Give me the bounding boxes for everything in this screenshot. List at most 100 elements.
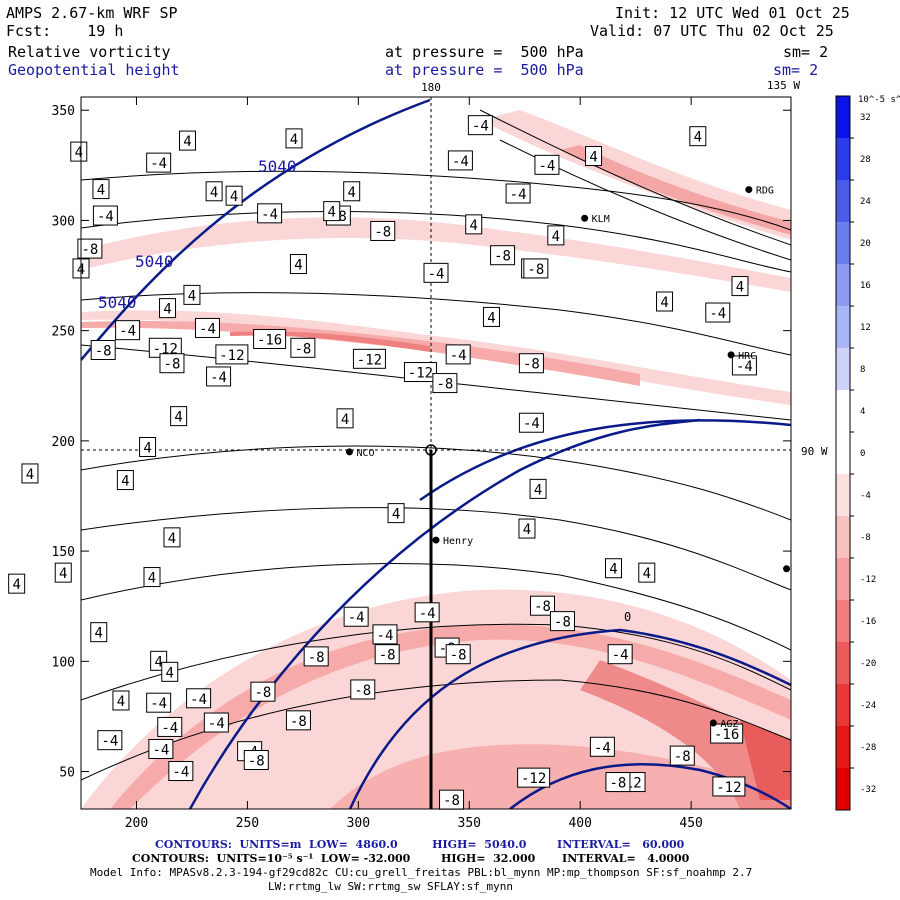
colorbar: 32 28 24 20 16 12 8 4 0 -4 -8 -12 -16 -20 -24 -28 -32 10^… [835,95,900,811]
svg-text:-8: -8 [294,341,311,357]
contour-label-72: -8 [303,646,329,667]
station-dot-0 [745,186,753,194]
svg-text:-4: -4 [377,628,394,644]
colorbar-swatch-0 [836,96,850,139]
stations: RDG KLM HRC NCO Henry AGZ [345,186,791,730]
contour-label-77: -8 [250,681,276,702]
colorbar-swatch-16 [836,768,850,811]
contour-label-89: -4 [589,736,615,757]
svg-text:-8: -8 [290,714,307,730]
contour-label-90: -16 [710,723,744,744]
svg-text:-12: -12 [716,780,741,796]
svg-text:-4: -4 [612,648,629,664]
contour-label-6: -4 [257,203,283,224]
contour-label-28: -4 [423,262,449,283]
contour-label-45: -8 [159,353,185,374]
colorbar-tick-0: 32 [860,113,871,123]
svg-text:4: 4 [117,694,125,710]
svg-text:-4: -4 [419,606,436,622]
colorbar-tick-4: 16 [860,281,871,291]
svg-text:-4: -4 [97,209,114,225]
colorbar-swatch-10 [836,516,850,559]
svg-text:-4: -4 [450,348,467,364]
colorbar-tick-7: 4 [860,407,865,417]
colorbar-swatch-1 [836,138,850,181]
contour-label-19: -8 [490,245,516,266]
contour-label-39: -12 [352,348,386,369]
station-dot-3 [345,448,353,456]
valid-time: Valid: 07 UTC Thu 02 Oct 25 [590,22,834,40]
svg-text:-8: -8 [436,377,453,393]
svg-text:4: 4 [660,295,668,311]
contour-label-50: 4 [336,408,354,429]
colorbar-swatch-7 [836,390,850,433]
contour-label-81: -4 [146,692,172,713]
colorbar-swatch-4 [836,264,850,307]
colorbar-unit: 10^-5 s^-1 [858,95,900,105]
station-label-0: RDG [756,186,774,197]
svg-text:-12: -12 [408,366,433,382]
svg-text:4: 4 [188,288,196,304]
svg-text:4: 4 [166,665,174,681]
smooth-vorticity: sm= 2 [783,43,829,61]
svg-text:4: 4 [148,571,156,587]
svg-text:-8: -8 [534,599,551,615]
contour-label-59: 4 [143,567,161,588]
svg-text:4: 4 [552,229,560,245]
contour-label-33: -4 [194,317,220,338]
svg-text:4: 4 [694,130,702,146]
svg-text:4: 4 [95,626,103,642]
svg-text:-8: -8 [523,357,540,373]
contour-label-85: -4 [157,716,183,737]
contour-label-68: -4 [372,624,398,645]
svg-text:-12: -12 [521,771,546,787]
contour-labels: 4 4 4 -4 4 4 -4 -4 -8 -8 4 4 4 4 -4 4 -4 4 -4 -8 -8 4 -4 -4 -8 4 4… [8,115,757,810]
svg-text:4: 4 [392,507,400,523]
height-labels: 5040 5040 5040 0 [98,157,631,624]
svg-text:-16: -16 [257,332,282,348]
footer-height-contours: CONTOURS: UNITS=m LOW= 4860.0 HIGH= 5040… [155,838,685,851]
contour-label-53: 4 [529,478,547,499]
svg-text:-4: -4 [709,306,726,322]
contour-label-95: -4 [168,761,194,782]
station-label-3: NCO [356,448,374,459]
y-tick-label-5: 300 [52,214,75,229]
colorbar-tick-3: 20 [860,239,871,249]
contour-label-82: 4 [112,690,130,711]
station-label-1: KLM [592,214,610,225]
contour-label-12: 4 [323,201,341,222]
svg-text:-4: -4 [101,734,118,750]
y-tick-label-0: 50 [59,766,75,781]
axes: 200 250 300 350 400 450 50 100 150 200 250 300 350 18… [52,79,828,831]
svg-text:4: 4 [487,310,495,326]
footer-model-info: Model Info: MPASv8.2.3-194-gf29cd82c CU:… [90,866,753,879]
svg-text:4: 4 [168,531,176,547]
x-tick-label-5: 450 [679,816,702,831]
svg-text:-4: -4 [261,207,278,223]
colorbar-swatch-15 [836,726,850,769]
contour-label-91: -8 [669,745,695,766]
station-dot-2 [727,351,735,359]
svg-text:-4: -4 [208,716,225,732]
svg-text:-8: -8 [248,754,265,770]
contour-label-65: -8 [530,595,555,616]
contour-label-10: 4 [205,181,223,202]
contour-label-40: -4 [445,344,471,365]
contour-label-2: 4 [70,141,88,162]
station-label-4: Henry [443,536,473,547]
colorbar-tick-8: 0 [860,449,865,459]
svg-text:-8: -8 [308,650,325,666]
station-dot-6 [783,565,791,573]
contour-label-7: -4 [92,205,118,226]
contour-label-69: 4 [90,622,108,643]
contour-label-84: -4 [97,730,123,751]
svg-text:-8: -8 [610,776,627,792]
contour-label-14: -4 [467,115,493,136]
svg-text:4: 4 [59,566,67,582]
svg-text:4: 4 [143,440,151,456]
plot-frame [80,96,792,810]
colorbar-swatch-14 [836,684,850,727]
meridian-135w-label: 135 W [767,79,800,92]
contour-label-80: -8 [285,710,311,731]
colorbar-tick-14: -24 [860,701,876,711]
